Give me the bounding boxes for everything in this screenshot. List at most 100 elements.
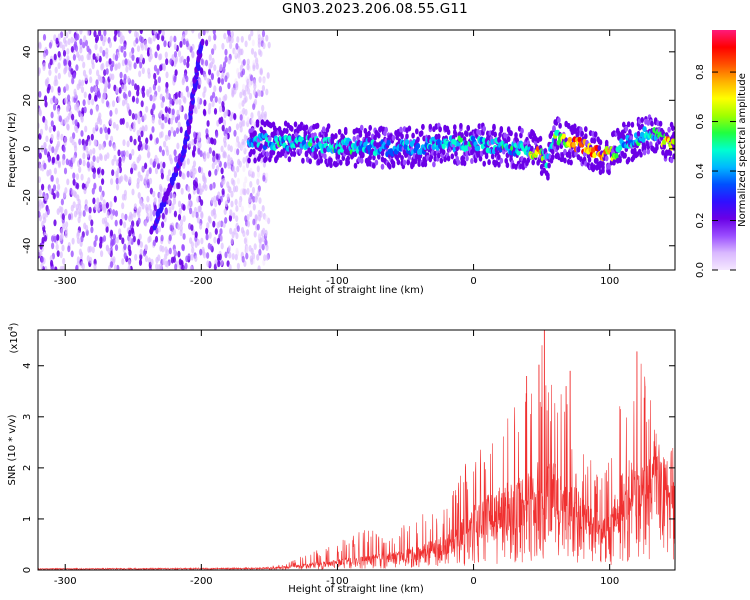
heatmap-cell [122,139,126,147]
y-tick-label: 0 [22,567,33,573]
heatmap-cell [80,86,85,94]
heatmap-cell [139,30,143,35]
heatmap-cell [88,214,92,222]
heatmap-cell [287,156,292,163]
heatmap-cell [207,215,211,223]
heatmap-cell [261,243,265,251]
heatmap-cell [407,125,412,132]
heatmap-cell [159,244,163,252]
chart-title: GN03.2023.206.08.55.G11 [282,1,468,17]
heatmap-cell [265,88,269,96]
heatmap-cell [89,108,93,116]
heatmap-cell [153,94,157,101]
heatmap-cell [115,159,119,167]
heatmap-cell [421,161,425,168]
heatmap-cell [182,173,186,180]
heatmap-cell [242,188,246,196]
y-tick-label: -20 [22,189,33,205]
heatmap-cell [101,97,105,104]
heatmap-cell [229,157,233,165]
heatmap-cell [67,38,71,46]
heatmap-cell [79,46,83,54]
heatmap-cell [248,245,252,252]
heatmap-cell [315,122,320,129]
heatmap-cell [220,167,224,175]
heatmap-cell [91,246,95,254]
heatmap-cell [212,150,216,158]
heatmap-cell [139,61,143,69]
heatmap-cell [41,220,45,228]
heatmap-cell [478,155,483,162]
snr-x-axis-label: Height of straight line (km) [288,584,424,595]
heatmap-cell [42,52,47,60]
heatmap-cell [514,132,518,139]
heatmap-cell [253,243,257,251]
heatmap-cell [121,59,125,67]
heatmap-cell [551,154,555,161]
heatmap-cell [185,255,189,263]
heatmap-cell [180,219,184,227]
heatmap-cell [128,229,132,237]
heatmap-cell [115,86,119,94]
heatmap-cell [118,177,122,185]
heatmap-cell [181,78,185,86]
heatmap-cell [490,153,495,160]
heatmap-cell [144,162,148,170]
heatmap-cell [191,211,195,218]
heatmap-cell [51,242,55,250]
heatmap-cell [208,68,212,76]
heatmap-cell [202,30,206,36]
heatmap-cell [123,193,127,201]
heatmap-cell [257,232,261,240]
heatmap-cell [292,150,297,157]
heatmap-cell [222,119,227,127]
heatmap-cell [250,258,254,265]
heatmap-cell [290,125,294,132]
heatmap-cell [104,81,108,89]
heatmap-cell [258,242,263,250]
heatmap-cell [237,141,241,149]
heatmap-cell [218,220,222,228]
heatmap-cell [114,210,118,217]
heatmap-cell [368,154,373,161]
colorbar-tick-label: 0.2 [695,213,706,229]
heatmap-cell [85,146,89,153]
heatmap-cell [217,191,221,199]
heatmap-cell [249,210,253,218]
heatmap-cell [323,153,327,160]
heatmap-cell [227,154,231,162]
heatmap-cell [77,198,81,206]
heatmap-cell [141,67,145,75]
heatmap-cell [198,141,202,149]
heatmap-cell [202,182,207,189]
heatmap-cell [214,200,218,208]
heatmap-cell [456,159,461,166]
heatmap-cell [173,210,177,218]
heatmap-cell [193,206,198,214]
snr-x-ticks: -300 -200 -100 0 100 [54,330,619,587]
heatmap-cell [303,129,308,136]
heatmap-cell [190,253,194,261]
heatmap-cell [230,31,234,38]
heatmap-cell [403,143,408,150]
heatmap-cell [256,171,261,178]
heatmap-cell [101,168,105,176]
heatmap-cell [505,162,510,169]
heatmap-cell [224,251,228,259]
snr-series-line [38,330,675,570]
heatmap-cell [71,138,75,146]
heatmap-cell [131,95,136,103]
heatmap-cell [223,32,227,40]
heatmap-cell [175,97,179,105]
heatmap-cell [249,148,254,155]
heatmap-cell [421,123,425,130]
heatmap-cell [172,228,176,236]
heatmap-cell [405,133,409,140]
heatmap-cell [245,245,249,253]
heatmap-cell [199,222,203,230]
heatmap-cell [259,67,263,75]
heatmap-cell [99,127,103,135]
heatmap-cell [57,62,61,70]
colorbar-tick-label: 0.4 [695,163,706,179]
heatmap-cell [441,143,446,150]
